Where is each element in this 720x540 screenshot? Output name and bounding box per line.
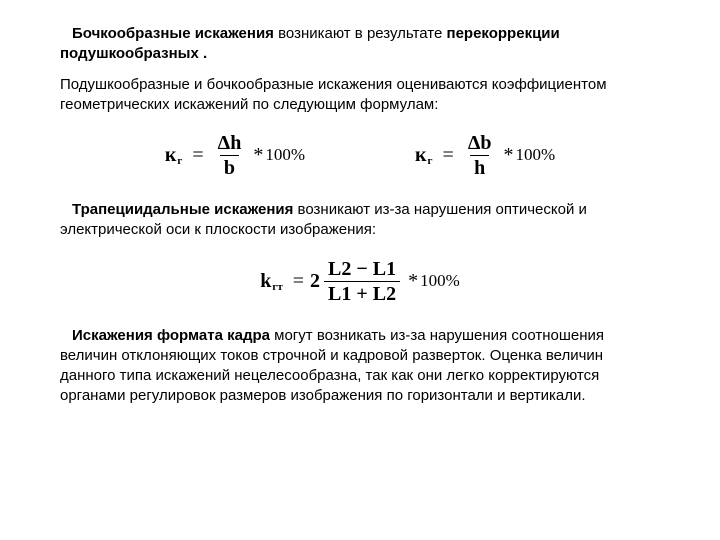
denominator: L1 + L2 xyxy=(324,281,400,304)
percent: 100% xyxy=(515,144,555,167)
fraction-l2l1: L2 − L1 L1 + L2 xyxy=(324,259,400,304)
trapezoidal-term: Трапециидальные искажения xyxy=(72,201,293,218)
numerator: Δh xyxy=(214,133,246,155)
numerator: L2 − L1 xyxy=(324,259,400,281)
multiply: * xyxy=(408,268,418,295)
paragraph-evaluation: Подушкообразные и бочкообразные искажени… xyxy=(60,75,660,116)
paragraph-frame-format: Искажения формата кадра могут возникать … xyxy=(60,326,660,407)
equals: = xyxy=(293,268,304,295)
equals: = xyxy=(192,142,203,169)
percent: 100% xyxy=(265,144,305,167)
symbol-k: к xyxy=(165,142,177,169)
symbol-k: k xyxy=(260,268,271,295)
subscript-gt: гт xyxy=(272,280,282,295)
frame-format-term: Искажения формата кадра xyxy=(72,327,270,344)
symbol-k: к xyxy=(415,142,427,169)
barrel-term: Бочкообразные искажения xyxy=(72,25,274,42)
paragraph-trapezoidal: Трапециидальные искажения возникают из-з… xyxy=(60,200,660,241)
fraction-db-h: Δb h xyxy=(464,133,496,178)
formula-kg-h: к г = Δh b * 100% xyxy=(165,133,305,178)
subscript-g: г xyxy=(428,154,433,169)
percent: 100% xyxy=(420,270,460,293)
formula-row-trapezoidal: k гт = 2 L2 − L1 L1 + L2 * 100% xyxy=(60,259,660,304)
coeff-two: 2 xyxy=(310,268,320,295)
formula-kgt: k гт = 2 L2 − L1 L1 + L2 * 100% xyxy=(260,259,460,304)
barrel-mid: возникают в результате xyxy=(274,25,447,42)
fraction-dh-b: Δh b xyxy=(214,133,246,178)
multiply: * xyxy=(503,142,513,169)
denominator: h xyxy=(470,155,489,178)
formula-row-geometric: к г = Δh b * 100% к г = Δb h * 100% xyxy=(60,133,660,178)
multiply: * xyxy=(253,142,263,169)
numerator: Δb xyxy=(464,133,496,155)
denominator: b xyxy=(220,155,239,178)
document-page: Бочкообразные искажения возникают в резу… xyxy=(0,0,720,437)
paragraph-barrel: Бочкообразные искажения возникают в резу… xyxy=(60,24,660,65)
formula-kg-b: к г = Δb h * 100% xyxy=(415,133,555,178)
subscript-g: г xyxy=(177,154,182,169)
equals: = xyxy=(443,142,454,169)
